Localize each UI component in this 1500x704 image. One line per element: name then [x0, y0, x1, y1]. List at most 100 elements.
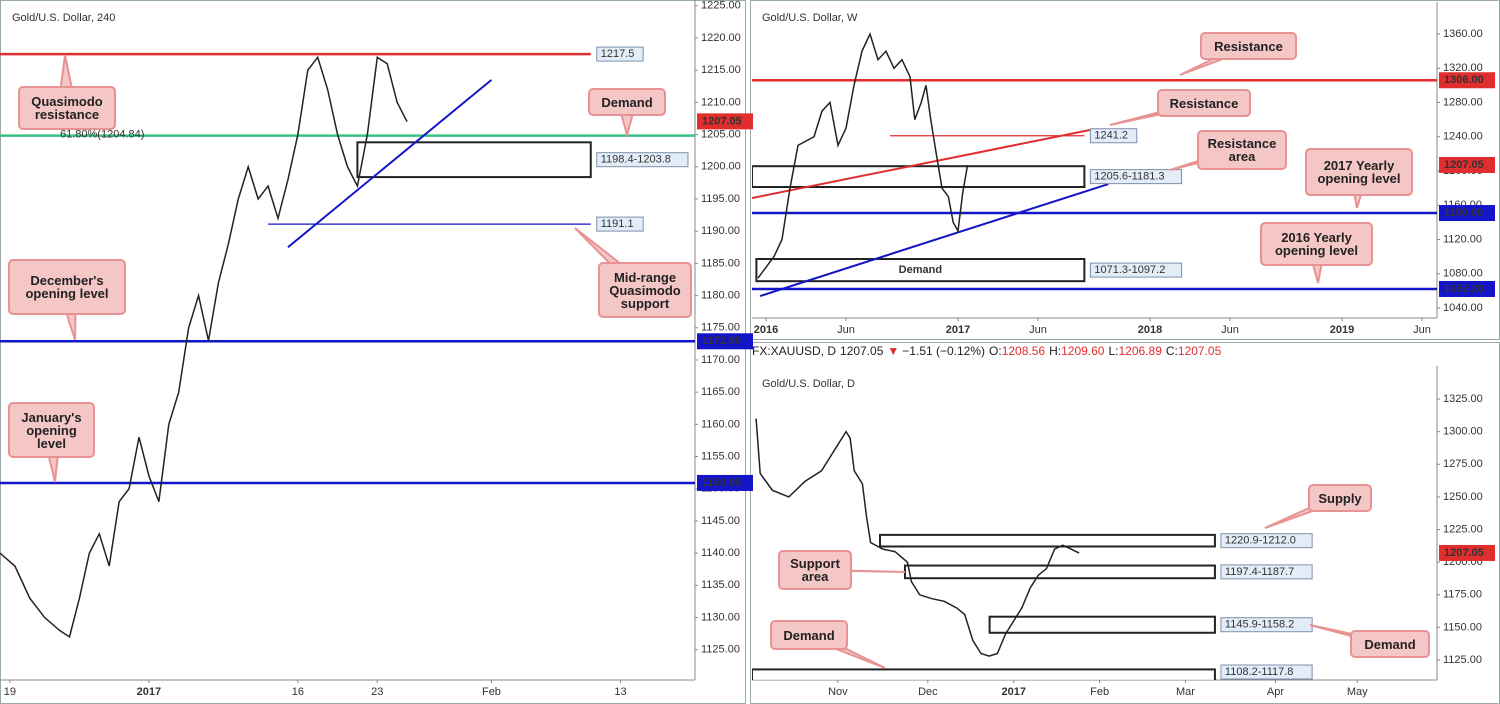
y-tick-label: 1135.00	[701, 579, 740, 591]
y-tick-label: 1140.00	[701, 547, 740, 559]
y-tick-label: 1130.00	[701, 611, 740, 623]
x-tick-label: 19	[4, 686, 16, 698]
ohlc-value: 1206.89	[1118, 344, 1162, 358]
x-tick-label: Feb	[1090, 686, 1109, 698]
y-tick-label: 1325.00	[1443, 393, 1483, 405]
axis-tag	[1439, 205, 1495, 222]
x-tick-label: Jun	[1029, 324, 1047, 336]
y-tick-label: 1220.00	[701, 32, 741, 44]
y-tick-label: 1360.00	[1443, 28, 1483, 40]
y-tick-label: 1240.00	[1443, 131, 1483, 143]
label-box	[596, 152, 689, 168]
plot-area	[752, 418, 1216, 680]
callout: Demand	[1350, 630, 1430, 658]
price-line	[0, 55, 408, 639]
axis-tag	[1439, 72, 1495, 89]
y-tick-label: 1175.00	[701, 322, 740, 334]
zone-label: 1220.9-1212.0	[1225, 535, 1296, 547]
callout: 2017 Yearly opening level	[1305, 148, 1413, 196]
zone-name: Demand	[899, 264, 942, 276]
last-price: 1207.05	[840, 344, 884, 358]
y-tick-label: 1200.00	[701, 161, 741, 173]
zone	[879, 533, 1216, 548]
y-tick-label: 1195.00	[701, 193, 740, 205]
x-tick-label: May	[1347, 686, 1368, 698]
level-label: 61.80%(1204.84)	[60, 129, 144, 141]
axis-tag-label: 1306.00	[1444, 74, 1484, 86]
y-tick-label: 1250.00	[1443, 491, 1483, 503]
y-tick-label: 1165.00	[701, 386, 740, 398]
y-tick-label: 1210.00	[701, 96, 741, 108]
y-tick-label: 1185.00	[701, 257, 740, 269]
x-tick-label: Feb	[482, 686, 501, 698]
callout: 2016 Yearly opening level	[1260, 222, 1373, 266]
zone	[755, 258, 1086, 283]
price-tag	[1439, 544, 1495, 561]
x-tick-label: Jun	[1221, 324, 1239, 336]
price-tag-label: 1207.05	[1444, 547, 1484, 559]
header: FX:XAUUSD, D 1207.05 ▼ −1.51 (−0.12%) O:1208…	[752, 344, 1225, 358]
x-tick-label: 16	[292, 686, 304, 698]
ohlc-value: 1208.56	[1001, 344, 1046, 358]
ohlc-key: O:	[989, 344, 1002, 358]
x-tick-label: 2019	[1330, 324, 1354, 336]
axis-tag	[697, 474, 753, 491]
callout: January's opening level	[8, 402, 95, 458]
zone	[988, 615, 1216, 634]
axis-tag-label: 1062.20	[1444, 283, 1484, 295]
axis-tag-label: 1150.90	[1444, 207, 1483, 219]
y-tick-label: 1120.00	[1443, 233, 1482, 245]
zone-label: 1197.4-1187.7	[1225, 566, 1294, 578]
callout: December's opening level	[8, 259, 126, 315]
y-tick-label: 1275.00	[1443, 458, 1483, 470]
zone-label: 1108.2-1117.8	[1225, 666, 1294, 678]
ohlc-value: 1209.60	[1061, 344, 1105, 358]
label-box	[596, 216, 644, 232]
label-box	[1220, 664, 1313, 680]
y-tick-label: 1225.00	[701, 0, 741, 12]
price-line	[757, 31, 969, 279]
y-tick-label: 1320.00	[1443, 62, 1483, 74]
price-line	[755, 418, 1080, 657]
callout: Quasimodo resistance	[18, 86, 116, 130]
panel-title: Gold/U.S. Dollar, W	[762, 12, 858, 24]
callout: Resistance area	[1197, 130, 1287, 170]
price-tag-label: 1207.05	[702, 115, 742, 127]
axis-tag-label: 1172.90	[702, 335, 741, 347]
ohlc-key: H:	[1049, 344, 1062, 358]
y-tick-label: 1080.00	[1443, 268, 1483, 280]
symbol: FX:XAUUSD, D	[752, 344, 837, 358]
ohlc-value: 1207.05	[1177, 344, 1222, 358]
zone-label: 1071.3-1097.2	[1094, 264, 1165, 276]
y-tick-label: 1300.00	[1443, 426, 1483, 438]
label-box	[596, 46, 644, 62]
x-tick-label: 2017	[946, 324, 970, 336]
x-tick-label: 2017	[137, 686, 161, 698]
y-tick-label: 1150.00	[1443, 621, 1482, 633]
zone	[356, 141, 592, 179]
axis-tag-label: 1150.90	[702, 477, 741, 489]
x-tick-label: 2016	[754, 324, 778, 336]
x-tick-label: Jun	[837, 324, 855, 336]
callout: Resistance	[1200, 32, 1297, 60]
y-tick-label: 1125.00	[1443, 654, 1482, 666]
ohlc-key: C:	[1165, 344, 1178, 358]
y-tick-label: 1215.00	[701, 64, 741, 76]
zone-label: 1145.9-1158.2	[1225, 619, 1294, 631]
y-tick-label: 1205.00	[701, 128, 741, 140]
panel-title: Gold/U.S. Dollar, 240	[12, 12, 115, 24]
x-tick-label: 2017	[1001, 686, 1025, 698]
y-tick-label: 1280.00	[1443, 96, 1483, 108]
y-tick-label: 1145.00	[701, 515, 740, 527]
axis-tag	[1439, 280, 1495, 297]
panel-title: Gold/U.S. Dollar, D	[762, 378, 855, 390]
y-tick-label: 1160.00	[701, 418, 740, 430]
change-arrow: ▼	[887, 344, 900, 358]
x-tick-label: Nov	[828, 686, 848, 698]
zone-label: 1205.6-1181.3	[1094, 171, 1164, 183]
y-tick-label: 1170.00	[701, 354, 740, 366]
zone	[752, 165, 1086, 189]
y-tick-label: 1190.00	[701, 225, 740, 237]
